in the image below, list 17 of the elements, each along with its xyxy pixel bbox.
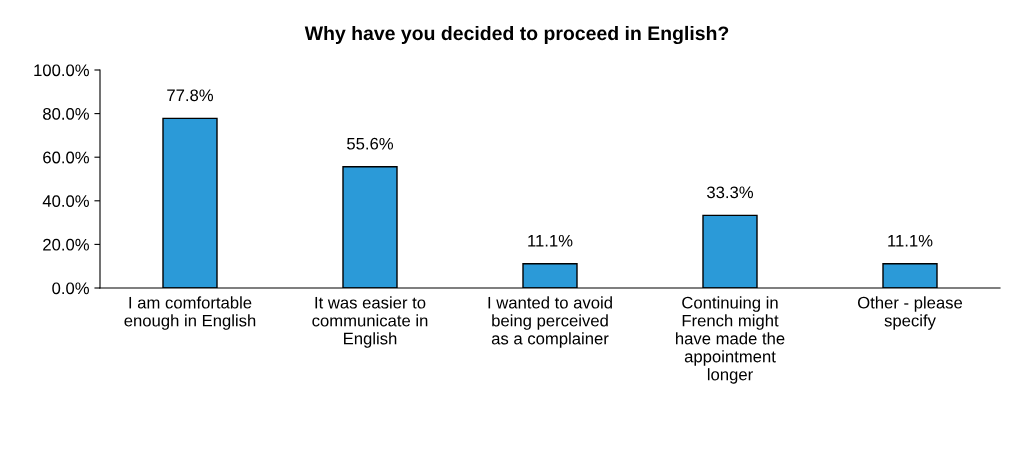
data-label: 11.1% (528, 234, 573, 247)
data-label: 33.3% (707, 186, 754, 199)
y-tick-label: 0.0% (52, 282, 89, 295)
data-label: 55.6% (347, 137, 394, 150)
y-tick-label: 100.0% (34, 64, 89, 77)
x-tick-label: I am comfortable enough in English (124, 296, 256, 330)
x-tick-label: It was easier to communicate in English (312, 296, 428, 348)
data-label: 11.1% (888, 234, 933, 247)
x-tick-label: Continuing in French might have made the appointment longer (676, 296, 785, 384)
y-tick-label: 80.0% (43, 108, 89, 120)
y-tick-label: 60.0% (43, 151, 89, 164)
y-tick-label: 20.0% (43, 238, 89, 251)
x-tick-label: I wanted to avoid being perceived as a complainer (488, 296, 612, 348)
data-label: 77.8% (167, 89, 214, 102)
x-tick-label: Other - please specify (857, 296, 963, 330)
chart-title: Why have you decided to proceed in English? (304, 25, 729, 45)
y-tick-label: 40.0% (42, 195, 89, 207)
